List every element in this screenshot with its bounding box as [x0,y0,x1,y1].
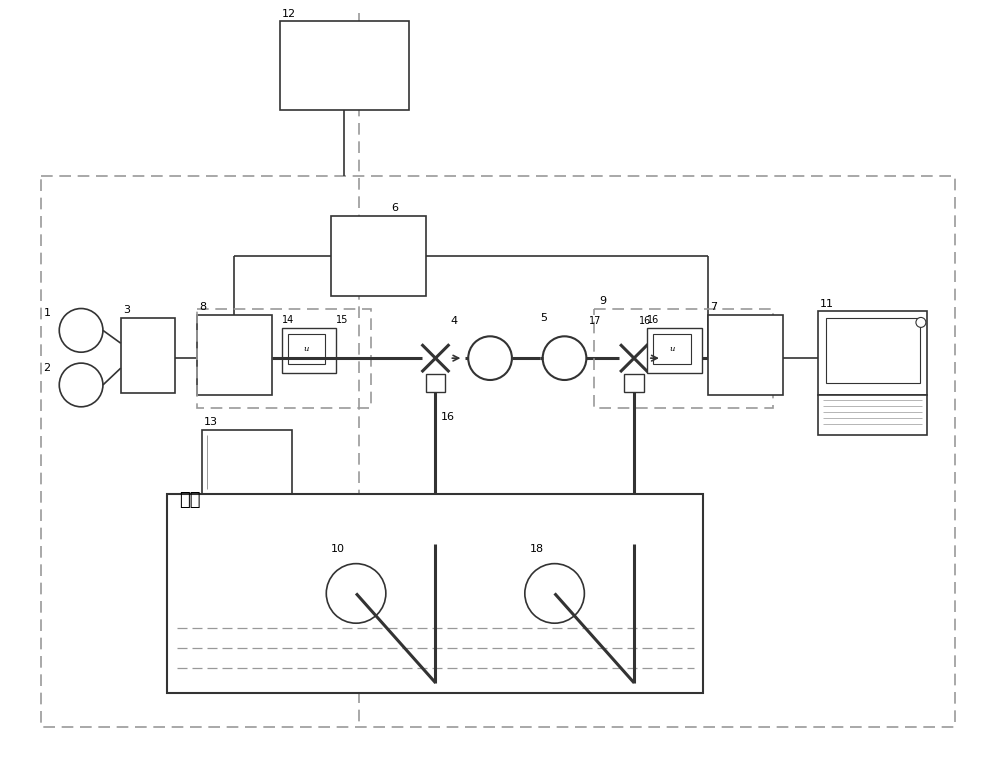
Text: 18: 18 [530,543,544,553]
Text: 12: 12 [282,8,296,19]
Bar [708,315,783,395]
Text: 7: 7 [710,302,718,312]
Bar [426,374,445,392]
Bar [331,216,426,296]
Bar [167,494,703,693]
Text: 17: 17 [589,316,602,327]
Text: 4: 4 [450,316,457,327]
Text: 6: 6 [391,203,398,213]
Text: 13: 13 [204,417,218,427]
Bar [647,328,702,373]
Text: 16: 16 [639,316,651,327]
Text: u: u [304,345,309,353]
Text: 水槽: 水槽 [179,491,201,509]
Text: 16: 16 [440,412,454,421]
Text: 16: 16 [647,315,659,325]
Text: u: u [669,345,674,353]
Bar [197,309,371,408]
Text: 3: 3 [123,305,130,315]
Bar [653,334,691,364]
Text: 1: 1 [43,309,50,318]
Circle shape [525,564,584,623]
Text: 14: 14 [282,315,294,325]
Text: 10: 10 [331,543,345,553]
Bar [818,311,927,395]
Bar [288,334,325,364]
Bar [121,318,175,393]
Circle shape [916,318,926,327]
Bar [197,315,272,395]
Bar [41,177,955,728]
Bar [818,395,927,434]
Bar [282,328,336,373]
Bar [594,309,773,408]
Circle shape [59,309,103,352]
Circle shape [543,337,586,380]
Circle shape [468,337,512,380]
Text: 8: 8 [199,302,206,312]
Text: 15: 15 [336,315,349,325]
Text: 5: 5 [540,313,547,324]
Text: 11: 11 [820,299,834,309]
Text: 9: 9 [599,296,606,305]
Bar [624,374,644,392]
Text: 2: 2 [43,363,50,373]
Bar [280,20,409,110]
Circle shape [59,363,103,407]
Circle shape [326,564,386,623]
Bar [826,318,920,383]
Bar [202,430,292,494]
